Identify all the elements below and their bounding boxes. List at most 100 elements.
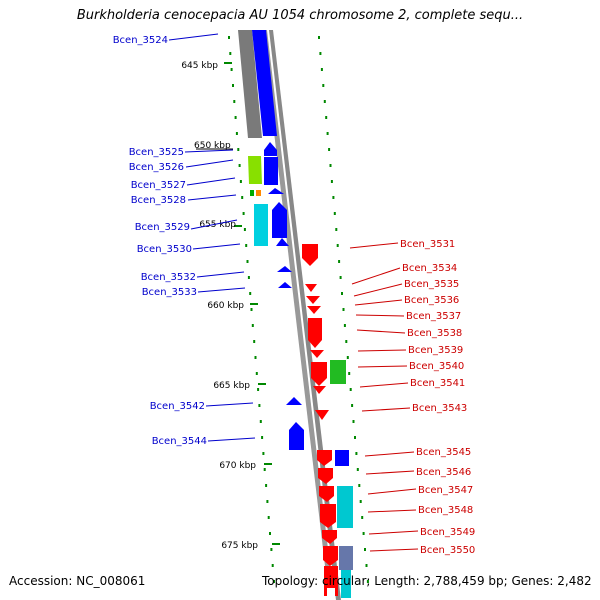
scale-label-670: 670 kbp xyxy=(219,461,256,471)
gene-label-bcen-3543[interactable]: Bcen_3543 xyxy=(412,403,467,414)
gene-shape-bcen-3524 xyxy=(252,30,277,136)
gene-shape-bcen-3540-red xyxy=(311,362,327,386)
gene-shape-bcen-3547 xyxy=(337,486,353,528)
gene-label-bcen-3527[interactable]: Bcen_3527 xyxy=(131,180,186,191)
gene-shape-bcen-3530 xyxy=(276,238,289,246)
track-dot xyxy=(237,148,240,151)
gene-shape-bcen-3542 xyxy=(286,397,302,405)
gene-label-bcen-3530[interactable]: Bcen_3530 xyxy=(137,244,192,255)
gene-label-bcen-3525[interactable]: Bcen_3525 xyxy=(129,147,184,158)
gene-label-bcen-3537[interactable]: Bcen_3537 xyxy=(406,311,461,322)
track-dot xyxy=(234,116,237,119)
track-dot xyxy=(229,52,232,55)
gene-label-bcen-3531[interactable]: Bcen_3531 xyxy=(400,239,455,250)
gene-shape-bcen-3550-b xyxy=(341,570,351,598)
scale-label-660: 660 kbp xyxy=(207,301,244,311)
scale-label-645: 645 kbp xyxy=(181,61,218,71)
track-dot xyxy=(355,452,358,455)
gene-shape-bcen-3533 xyxy=(278,282,292,288)
track-dot xyxy=(267,516,270,519)
scale-label-655: 655 kbp xyxy=(199,220,236,230)
track-dot xyxy=(254,356,257,359)
track-dot xyxy=(359,500,362,503)
track-dot xyxy=(354,436,356,439)
track-dot xyxy=(330,180,333,183)
reverse-genes xyxy=(302,244,338,596)
track-dot xyxy=(270,548,273,551)
gene-shape-bcen-3531 xyxy=(302,244,318,266)
right-dotted-track xyxy=(318,36,369,583)
gene-label-bcen-3539[interactable]: Bcen_3539 xyxy=(408,345,463,356)
gene-shape-bcen-3526-green xyxy=(248,156,262,184)
gene-label-bcen-3541[interactable]: Bcen_3541 xyxy=(410,378,465,389)
track-dot xyxy=(335,228,338,231)
map-title: Burkholderia cenocepacia AU 1054 chromos… xyxy=(76,8,524,23)
gene-label-bcen-3528[interactable]: Bcen_3528 xyxy=(131,195,186,206)
gene-label-bcen-3532[interactable]: Bcen_3532 xyxy=(141,272,196,283)
track-dot xyxy=(235,132,238,135)
dotted-tracks xyxy=(228,36,369,583)
track-dot xyxy=(262,452,265,455)
gene-label-bcen-3544[interactable]: Bcen_3544 xyxy=(152,436,207,447)
gene-shape-bcen-3529-arrow xyxy=(272,202,287,238)
track-dot xyxy=(336,244,339,247)
gene-label-bcen-3524[interactable]: Bcen_3524 xyxy=(113,35,168,46)
track-dot xyxy=(269,532,271,535)
track-dot xyxy=(356,468,359,471)
gene-label-bcen-3538[interactable]: Bcen_3538 xyxy=(407,328,462,339)
gene-shape-bcen-3532 xyxy=(277,266,292,272)
gene-label-bcen-3545[interactable]: Bcen_3545 xyxy=(416,447,471,458)
gene-shape-bcen-3544 xyxy=(289,422,304,450)
track-dot xyxy=(351,404,354,407)
track-dot xyxy=(352,420,355,423)
gene-label-bcen-3547[interactable]: Bcen_3547 xyxy=(418,485,473,496)
track-dot xyxy=(273,580,275,583)
accession-text: Accession: NC_008061 xyxy=(9,574,146,588)
gene-shape-bcen-3535 xyxy=(306,296,320,304)
gene-shape-bcen-3549 xyxy=(322,530,337,544)
gene-label-bcen-3535[interactable]: Bcen_3535 xyxy=(404,279,459,290)
gene-label-bcen-3536[interactable]: Bcen_3536 xyxy=(404,295,459,306)
gene-label-bcen-3540[interactable]: Bcen_3540 xyxy=(409,361,464,372)
track-dot xyxy=(346,356,349,359)
track-dot xyxy=(348,372,351,375)
track-dot xyxy=(242,212,245,215)
gene-label-bcen-3526[interactable]: Bcen_3526 xyxy=(129,162,184,173)
track-dot xyxy=(249,292,252,295)
gene-label-bcen-3542[interactable]: Bcen_3542 xyxy=(150,401,205,412)
gene-shape-bcen-3547-red xyxy=(319,486,334,502)
gene-shape-bcen-3534 xyxy=(305,284,317,292)
track-dot xyxy=(239,180,242,183)
track-dot xyxy=(230,68,233,71)
gene-label-bcen-3548[interactable]: Bcen_3548 xyxy=(418,505,473,516)
gene-shape-bcen-3543 xyxy=(315,410,329,420)
track-dot xyxy=(259,420,262,423)
track-dot xyxy=(257,388,260,391)
track-dot xyxy=(325,116,328,119)
track-dot xyxy=(362,532,365,535)
gene-label-bcen-3550[interactable]: Bcen_3550 xyxy=(420,545,475,556)
gene-label-bcen-3546[interactable]: Bcen_3546 xyxy=(416,467,471,478)
track-dot xyxy=(266,500,269,503)
gene-label-bcen-3534[interactable]: Bcen_3534 xyxy=(402,263,457,274)
gene-label-bcen-3549[interactable]: Bcen_3549 xyxy=(420,527,475,538)
track-dot xyxy=(364,548,366,551)
gene-shape-bcen-3550-red xyxy=(323,546,338,566)
track-dot xyxy=(271,564,274,567)
track-dot xyxy=(338,260,341,263)
left-gene-labels: Bcen_3524 Bcen_3525 Bcen_3526 Bcen_3527 … xyxy=(113,33,256,447)
track-dot xyxy=(326,132,329,135)
track-dot xyxy=(247,276,250,279)
gene-shape-bcen-3546 xyxy=(318,468,333,484)
track-dot xyxy=(319,52,322,55)
track-dot xyxy=(243,228,246,231)
track-dot xyxy=(358,484,361,487)
gene-shape-bcen-3527-a xyxy=(250,190,254,196)
right-gene-labels: Bcen_3531 Bcen_3534 Bcen_3535 Bcen_3536 … xyxy=(349,239,475,556)
gene-label-bcen-3533[interactable]: Bcen_3533 xyxy=(142,287,197,298)
gene-shape-bcen-3540 xyxy=(330,360,346,384)
track-dot xyxy=(318,36,320,39)
gene-label-bcen-3529[interactable]: Bcen_3529 xyxy=(135,222,190,233)
track-dot xyxy=(255,372,258,375)
